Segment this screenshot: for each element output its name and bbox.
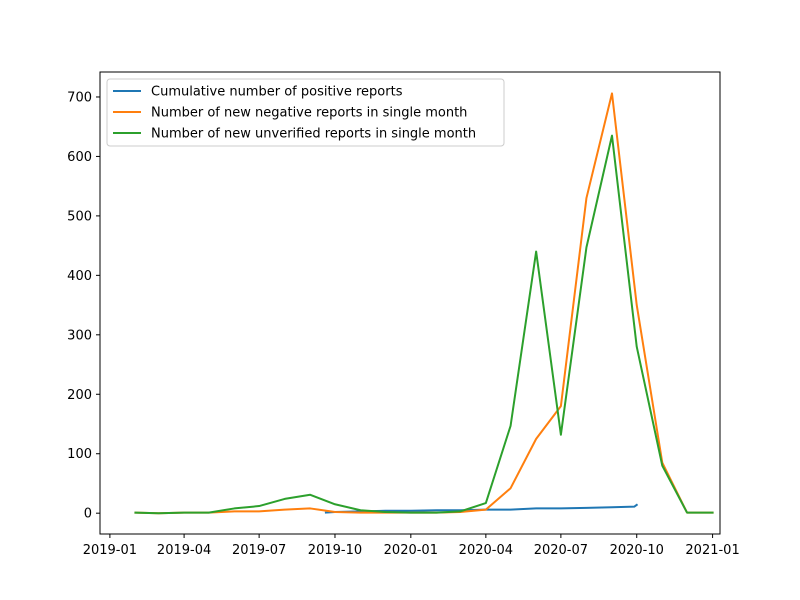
x-tick-label: 2019-01 [83, 543, 137, 558]
series-line-3 [134, 134, 714, 515]
series-layer [134, 92, 714, 515]
x-tick-label: 2020-10 [610, 543, 664, 558]
legend: Cumulative number of positive reports Num… [106, 78, 505, 147]
y-tick-label: 400 [67, 269, 92, 284]
plot-frame [99, 71, 721, 535]
x-tick-label: 2020-07 [534, 543, 588, 558]
x-tick-label: 2020-01 [384, 543, 438, 558]
x-tick-label: 2019-07 [232, 543, 286, 558]
legend-label: Cumulative number of positive reports [151, 85, 403, 100]
y-tick-label: 100 [67, 447, 92, 462]
x-tick-label: 2019-10 [308, 543, 362, 558]
x-tick-label: 2019-04 [157, 543, 211, 558]
y-axis: 0 100 200 300 400 500 600 700 [67, 90, 100, 522]
y-tick-label: 600 [67, 150, 92, 165]
y-tick-label: 300 [67, 328, 92, 343]
legend-label: Number of new negative reports in single… [151, 106, 467, 121]
y-tick-label: 700 [67, 90, 92, 105]
y-tick-label: 200 [67, 388, 92, 403]
x-tick-label: 2020-04 [459, 543, 513, 558]
x-axis: 2019-01 2019-04 2019-07 2019-10 2020-01 2020-… [83, 534, 740, 558]
legend-box [106, 78, 505, 147]
y-tick-label: 0 [84, 507, 92, 522]
legend-label: Number of new unverified reports in sing… [151, 127, 476, 142]
y-tick-label: 500 [67, 209, 92, 224]
x-tick-label: 2021-01 [685, 543, 739, 558]
